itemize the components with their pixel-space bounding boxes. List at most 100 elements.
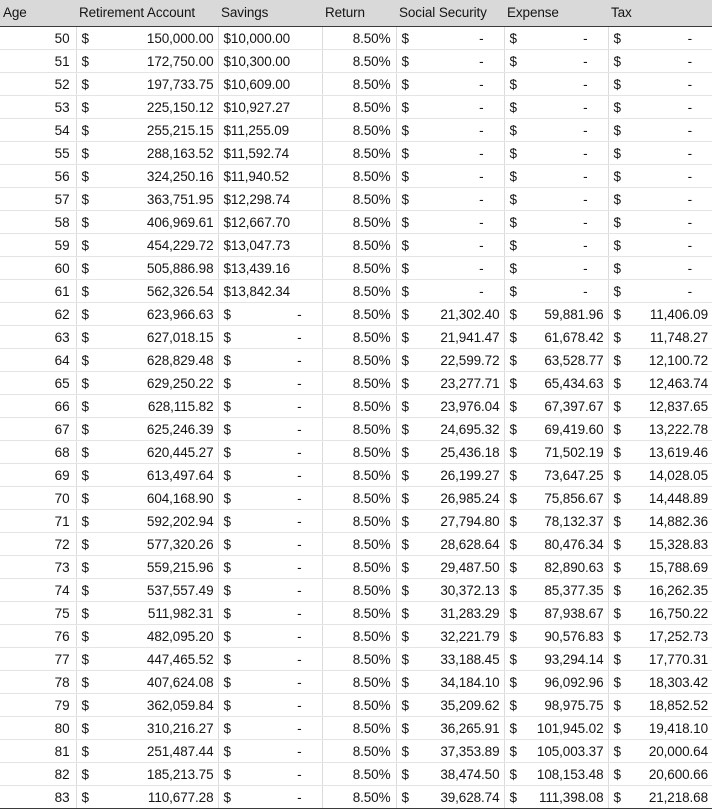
cell-retirement-account[interactable]: $604,168.90	[76, 487, 218, 510]
cell-age[interactable]: 79	[0, 694, 76, 717]
cell-tax[interactable]: $-	[608, 211, 712, 234]
cell-savings[interactable]: $10,609.00	[218, 73, 322, 96]
cell-social-security[interactable]: $38,474.50	[396, 763, 504, 786]
cell-retirement-account[interactable]: $537,557.49	[76, 579, 218, 602]
column-header-expense[interactable]: Expense	[504, 0, 608, 27]
cell-expense[interactable]: $111,398.08	[504, 786, 608, 809]
cell-tax[interactable]: $-	[608, 142, 712, 165]
cell-return[interactable]: 8.50%	[322, 165, 396, 188]
cell-retirement-account[interactable]: $629,250.22	[76, 372, 218, 395]
cell-tax[interactable]: $20,600.66	[608, 763, 712, 786]
cell-age[interactable]: 61	[0, 280, 76, 303]
cell-savings[interactable]: $-	[218, 671, 322, 694]
column-header-retirement-account[interactable]: Retirement Account	[76, 0, 218, 27]
cell-social-security[interactable]: $39,628.74	[396, 786, 504, 809]
cell-age[interactable]: 65	[0, 372, 76, 395]
cell-savings[interactable]: $-	[218, 418, 322, 441]
cell-age[interactable]: 51	[0, 50, 76, 73]
cell-tax[interactable]: $11,406.09	[608, 303, 712, 326]
cell-expense[interactable]: $-	[504, 165, 608, 188]
cell-social-security[interactable]: $25,436.18	[396, 441, 504, 464]
cell-savings[interactable]: $10,300.00	[218, 50, 322, 73]
cell-age[interactable]: 58	[0, 211, 76, 234]
cell-savings[interactable]: $-	[218, 487, 322, 510]
cell-retirement-account[interactable]: $150,000.00	[76, 27, 218, 50]
cell-retirement-account[interactable]: $562,326.54	[76, 280, 218, 303]
cell-retirement-account[interactable]: $310,216.27	[76, 717, 218, 740]
cell-expense[interactable]: $85,377.35	[504, 579, 608, 602]
cell-social-security[interactable]: $-	[396, 165, 504, 188]
cell-savings[interactable]: $-	[218, 717, 322, 740]
cell-return[interactable]: 8.50%	[322, 579, 396, 602]
cell-return[interactable]: 8.50%	[322, 119, 396, 142]
cell-tax[interactable]: $12,463.74	[608, 372, 712, 395]
cell-age[interactable]: 73	[0, 556, 76, 579]
cell-expense[interactable]: $75,856.67	[504, 487, 608, 510]
cell-age[interactable]: 54	[0, 119, 76, 142]
cell-age[interactable]: 77	[0, 648, 76, 671]
cell-expense[interactable]: $93,294.14	[504, 648, 608, 671]
cell-expense[interactable]: $61,678.42	[504, 326, 608, 349]
cell-social-security[interactable]: $-	[396, 234, 504, 257]
cell-tax[interactable]: $17,770.31	[608, 648, 712, 671]
cell-retirement-account[interactable]: $185,213.75	[76, 763, 218, 786]
cell-age[interactable]: 75	[0, 602, 76, 625]
cell-return[interactable]: 8.50%	[322, 372, 396, 395]
cell-social-security[interactable]: $35,209.62	[396, 694, 504, 717]
cell-savings[interactable]: $11,592.74	[218, 142, 322, 165]
cell-savings[interactable]: $-	[218, 602, 322, 625]
column-header-social-security[interactable]: Social Security	[396, 0, 504, 27]
cell-tax[interactable]: $18,303.42	[608, 671, 712, 694]
cell-return[interactable]: 8.50%	[322, 96, 396, 119]
cell-retirement-account[interactable]: $407,624.08	[76, 671, 218, 694]
cell-tax[interactable]: $-	[608, 165, 712, 188]
cell-savings[interactable]: $12,298.74	[218, 188, 322, 211]
cell-return[interactable]: 8.50%	[322, 27, 396, 50]
cell-retirement-account[interactable]: $172,750.00	[76, 50, 218, 73]
cell-expense[interactable]: $63,528.77	[504, 349, 608, 372]
column-header-age[interactable]: Age	[0, 0, 76, 27]
cell-tax[interactable]: $12,837.65	[608, 395, 712, 418]
cell-expense[interactable]: $59,881.96	[504, 303, 608, 326]
cell-return[interactable]: 8.50%	[322, 257, 396, 280]
cell-savings[interactable]: $11,255.09	[218, 119, 322, 142]
cell-expense[interactable]: $101,945.02	[504, 717, 608, 740]
cell-social-security[interactable]: $22,599.72	[396, 349, 504, 372]
cell-retirement-account[interactable]: $288,163.52	[76, 142, 218, 165]
cell-savings[interactable]: $-	[218, 786, 322, 809]
cell-return[interactable]: 8.50%	[322, 694, 396, 717]
cell-age[interactable]: 68	[0, 441, 76, 464]
cell-savings[interactable]: $11,940.52	[218, 165, 322, 188]
cell-retirement-account[interactable]: $447,465.52	[76, 648, 218, 671]
cell-age[interactable]: 55	[0, 142, 76, 165]
cell-social-security[interactable]: $-	[396, 188, 504, 211]
cell-return[interactable]: 8.50%	[322, 234, 396, 257]
cell-expense[interactable]: $-	[504, 257, 608, 280]
cell-tax[interactable]: $-	[608, 50, 712, 73]
cell-retirement-account[interactable]: $627,018.15	[76, 326, 218, 349]
cell-expense[interactable]: $-	[504, 188, 608, 211]
cell-expense[interactable]: $90,576.83	[504, 625, 608, 648]
cell-tax[interactable]: $-	[608, 119, 712, 142]
cell-retirement-account[interactable]: $511,982.31	[76, 602, 218, 625]
cell-expense[interactable]: $78,132.37	[504, 510, 608, 533]
cell-social-security[interactable]: $24,695.32	[396, 418, 504, 441]
cell-savings[interactable]: $-	[218, 395, 322, 418]
cell-savings[interactable]: $-	[218, 372, 322, 395]
cell-expense[interactable]: $71,502.19	[504, 441, 608, 464]
cell-social-security[interactable]: $23,277.71	[396, 372, 504, 395]
cell-social-security[interactable]: $36,265.91	[396, 717, 504, 740]
cell-return[interactable]: 8.50%	[322, 717, 396, 740]
cell-age[interactable]: 67	[0, 418, 76, 441]
column-header-tax[interactable]: Tax	[608, 0, 712, 27]
cell-age[interactable]: 62	[0, 303, 76, 326]
cell-retirement-account[interactable]: $225,150.12	[76, 96, 218, 119]
cell-retirement-account[interactable]: $363,751.95	[76, 188, 218, 211]
cell-social-security[interactable]: $34,184.10	[396, 671, 504, 694]
cell-social-security[interactable]: $26,985.24	[396, 487, 504, 510]
cell-tax[interactable]: $15,788.69	[608, 556, 712, 579]
cell-tax[interactable]: $20,000.64	[608, 740, 712, 763]
cell-tax[interactable]: $11,748.27	[608, 326, 712, 349]
cell-return[interactable]: 8.50%	[322, 648, 396, 671]
column-header-return[interactable]: Return	[322, 0, 396, 27]
